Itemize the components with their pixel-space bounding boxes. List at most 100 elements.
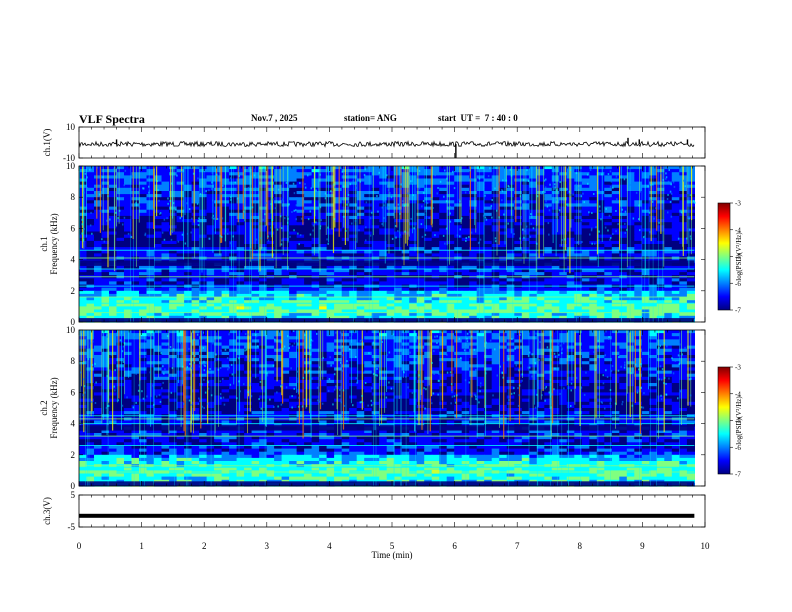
spectrogram-cell [469, 290, 478, 295]
spectrogram-cell [679, 312, 688, 317]
spectrogram-cell [259, 231, 268, 236]
spectrogram-cell [589, 215, 598, 220]
spectrogram-cell [176, 222, 185, 226]
spectrogram-cell [626, 303, 635, 307]
spectrogram-cell [259, 215, 268, 220]
spectrogram-cell [229, 166, 238, 170]
noise-speck [623, 178, 626, 181]
spectrogram-cell [491, 175, 500, 180]
spectrogram-cell [664, 278, 673, 282]
spectrogram-cell [619, 278, 628, 282]
noise-speck [482, 176, 484, 179]
spectrogram-cell [124, 225, 133, 229]
noise-speck [251, 206, 254, 209]
spectrogram-cell [221, 250, 230, 254]
spectrogram-cell [236, 194, 245, 198]
spectrogram-cell [296, 281, 305, 286]
spectrogram-cell [559, 200, 568, 204]
spectrogram-cell [514, 209, 523, 214]
ch1-waveform [78, 137, 695, 158]
noise-speck [568, 190, 571, 193]
spectrogram-cell [529, 265, 538, 270]
spectrogram-cell [671, 212, 680, 217]
spectrogram-cell [101, 309, 110, 314]
spectrogram-cell [551, 278, 560, 282]
spectrogram-cell [304, 300, 313, 304]
spectrogram-cell [544, 237, 553, 242]
noise-speck [369, 217, 372, 220]
spectrogram-cell [454, 200, 463, 204]
spectrogram-cell [109, 297, 118, 301]
spectrogram-cell [364, 265, 373, 270]
noise-speck [507, 184, 509, 187]
spectrogram-cell [266, 240, 275, 245]
spectrogram-cell [431, 203, 440, 208]
spectrogram-cell [124, 197, 133, 201]
spectrogram-cell [626, 200, 635, 204]
noise-speck [616, 198, 618, 201]
spectrogram-cell [454, 309, 463, 314]
spectrogram-cell [611, 290, 620, 295]
spectrogram-cell [589, 191, 598, 195]
spectrogram-cell [281, 184, 290, 189]
spectrogram-cell [281, 237, 290, 242]
spectrogram-cell [214, 200, 223, 204]
spectrogram-cell [476, 281, 485, 286]
spectrogram-cell [476, 200, 485, 204]
spectrogram-cell [671, 215, 680, 220]
spectrogram-cell [529, 247, 538, 251]
noise-speck [255, 217, 257, 220]
spectrogram-cell [461, 297, 470, 301]
spectrogram-cell [551, 315, 560, 320]
spectrogram-cell [176, 194, 185, 198]
spectrogram-cell [229, 181, 238, 186]
spectrogram-cell [371, 212, 380, 217]
spectrogram-cell [146, 315, 155, 320]
noise-speck [410, 217, 412, 220]
spectrogram-cell [146, 231, 155, 236]
noise-speck [295, 204, 298, 207]
spectrogram-cell [379, 225, 388, 229]
spectrogram-cell [371, 309, 380, 314]
spectrogram-cell [251, 212, 260, 217]
noise-speck [428, 170, 430, 173]
spectrogram-cell [544, 234, 553, 239]
spectrogram-cell [424, 250, 433, 254]
spectrogram-cell [86, 297, 95, 301]
noise-speck [243, 210, 245, 213]
spectrogram-cell [581, 300, 590, 304]
spectrogram-cell [229, 225, 238, 229]
spectrogram-cell [101, 194, 110, 198]
spectrogram-cell [386, 222, 395, 226]
spectrogram-cell [281, 178, 290, 183]
spectrogram-cell [131, 228, 140, 233]
spectrogram-cell [101, 306, 110, 311]
spectrogram-cell [334, 297, 343, 301]
spectrogram-cell [386, 290, 395, 295]
spectrogram-cell [251, 312, 260, 317]
spectrogram-cell [581, 278, 590, 282]
noise-speck [284, 217, 286, 220]
spectrogram-cell [259, 269, 268, 273]
spectrogram-cell [356, 297, 365, 301]
noise-speck [445, 200, 448, 203]
spectrogram-cell [439, 178, 448, 183]
spectrogram-cell [319, 203, 328, 208]
spectrogram-cell [101, 300, 110, 304]
spectrogram-cell [311, 194, 320, 198]
spectrogram-cell [371, 222, 380, 226]
noise-speck [310, 187, 313, 190]
spectrogram-cell [544, 300, 553, 304]
spectrogram-cell [566, 231, 575, 236]
spectrogram-cell [259, 297, 268, 301]
spectrogram-cell [589, 184, 598, 189]
spectrogram-cell [506, 278, 515, 282]
spectrogram-cell [116, 297, 125, 301]
noise-speck [197, 224, 200, 227]
spectrogram-cell [274, 244, 283, 248]
spectrogram-cell [176, 212, 185, 217]
spectrogram-cell [281, 181, 290, 186]
spectrogram-cell [476, 290, 485, 295]
noise-speck [530, 222, 532, 225]
spectrogram-cell [86, 200, 95, 204]
